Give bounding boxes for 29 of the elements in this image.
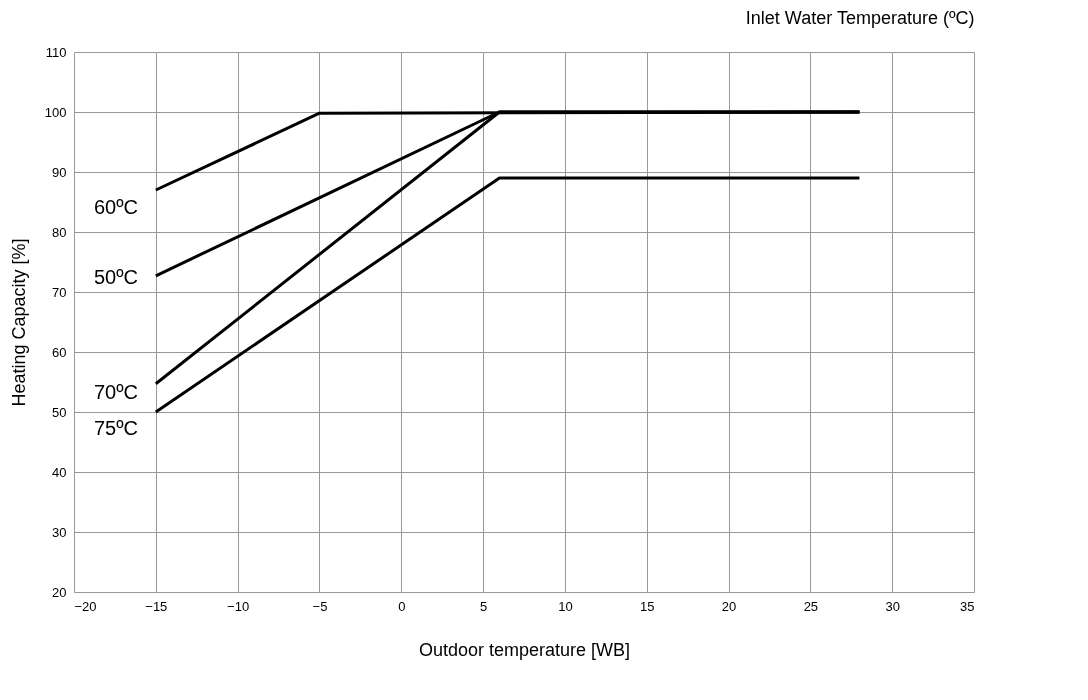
x-tick-label: 35 [960, 598, 975, 614]
x-tick-label: 15 [639, 598, 655, 614]
x-tick-label: 0 [398, 598, 406, 614]
x-tick-label: −20 [74, 598, 97, 614]
x-tick-label: 25 [803, 598, 819, 614]
x-tick-label: 10 [558, 598, 573, 614]
y-tick-label: 110 [45, 44, 67, 60]
legend-title: Inlet Water Temperature (ºC) [745, 8, 975, 28]
series-label: 70ºC [94, 380, 138, 403]
y-tick-label: 90 [52, 164, 67, 180]
y-tick-label: 60 [52, 344, 67, 360]
series-label: 60ºC [94, 196, 138, 218]
y-tick-label: 80 [52, 224, 67, 240]
y-tick-label: 100 [44, 104, 67, 120]
x-tick-label: 5 [479, 598, 488, 614]
y-tick-label: 40 [52, 464, 67, 480]
y-tick-label: 30 [52, 524, 67, 540]
y-axis-title: Heating Capacity [%] [8, 238, 29, 407]
y-tick-label: 50 [52, 404, 67, 420]
x-axis-title: Outdoor temperature [WB] [418, 639, 631, 660]
series-label: 50ºC [94, 265, 138, 288]
x-tick-label: 30 [885, 598, 900, 614]
x-tick-label: −10 [227, 598, 250, 614]
x-tick-label: −5 [312, 598, 328, 614]
x-tick-label: −15 [145, 598, 168, 614]
y-tick-label: 70 [52, 284, 67, 300]
x-tick-label: 20 [721, 598, 737, 614]
y-tick-label: 20 [52, 584, 67, 600]
series-label: 75ºC [94, 417, 138, 439]
